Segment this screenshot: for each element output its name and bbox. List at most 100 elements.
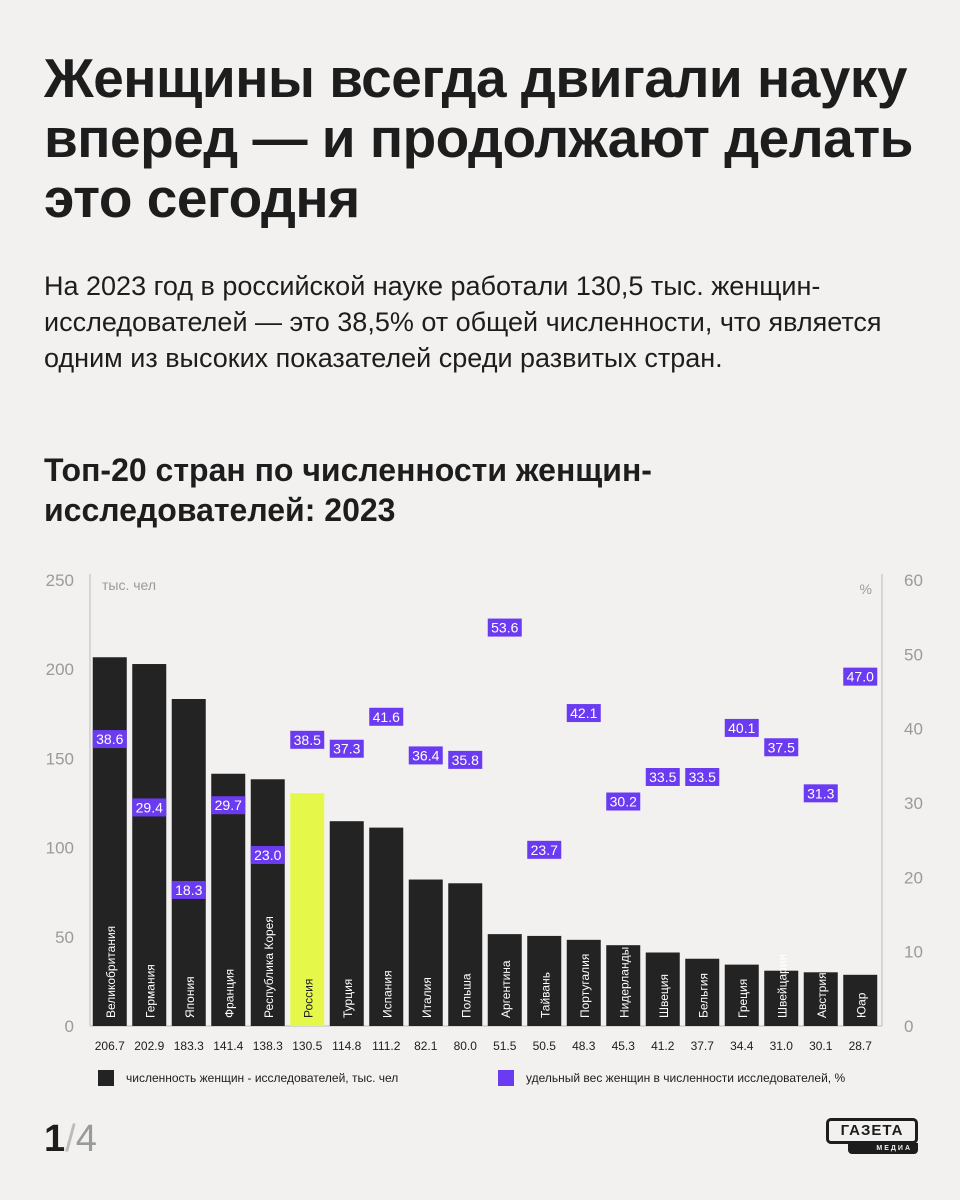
y-axis-label: тыс. чел: [102, 577, 156, 593]
y-tick-label: 200: [46, 660, 74, 679]
bar-value-label: 50.5: [533, 1039, 557, 1053]
bar-value-label: 82.1: [414, 1039, 438, 1053]
y-tick-label: 50: [55, 928, 74, 947]
bar-value-label: 37.7: [691, 1039, 715, 1053]
category-label: Португалия: [578, 954, 592, 1018]
page-title: Женщины всегда двигали науку вперед — и …: [44, 47, 913, 229]
category-label: Франция: [222, 969, 236, 1018]
share-value-label: 41.6: [373, 709, 400, 725]
page-separator: /: [65, 1118, 76, 1160]
share-marker: [171, 880, 206, 899]
share-marker: [329, 739, 364, 758]
category-label: Австрия: [815, 972, 829, 1018]
y-right-tick-label: 0: [904, 1017, 913, 1036]
bar: [132, 664, 167, 1026]
share-value-label: 33.5: [689, 769, 716, 785]
y-tick-label: 150: [46, 749, 74, 768]
bar-value-label: 202.9: [134, 1039, 164, 1053]
share-value-label: 30.2: [610, 794, 637, 810]
bar: [724, 964, 759, 1026]
lead-paragraph: На 2023 год в российской науке работали …: [44, 271, 882, 373]
share-marker: [211, 796, 246, 815]
category-label: Россия: [301, 979, 315, 1018]
share-marker: [764, 738, 799, 757]
share-marker: [448, 750, 483, 769]
category-label: Тайвань: [538, 972, 552, 1018]
share-value-label: 33.5: [649, 769, 676, 785]
y-tick-label: 250: [46, 571, 74, 590]
bar: [250, 779, 285, 1026]
legend-count-swatch: [98, 1070, 114, 1086]
share-value-label: 40.1: [728, 720, 755, 736]
category-label: Италия: [420, 977, 434, 1018]
share-value-label: 23.0: [254, 847, 281, 863]
category-label: Республика Корея: [262, 916, 276, 1018]
bar-value-label: 51.5: [493, 1039, 517, 1053]
bar-value-label: 114.8: [332, 1039, 361, 1053]
bar-value-label: 141.4: [213, 1039, 243, 1053]
bar: [448, 883, 483, 1026]
y-tick-label: 0: [65, 1017, 74, 1036]
share-marker: [645, 767, 680, 786]
y-right-tick-label: 60: [904, 571, 923, 590]
share-marker: [487, 618, 522, 637]
share-value-label: 42.1: [570, 705, 597, 721]
bar: [606, 945, 641, 1026]
chart-title: Топ-20 стран по численности женщин-иссле…: [44, 452, 652, 528]
bar-value-label: 80.0: [454, 1039, 478, 1053]
y-right-tick-label: 50: [904, 645, 923, 664]
bar-value-label: 45.3: [612, 1039, 636, 1053]
bar-value-label: 41.2: [651, 1039, 675, 1053]
category-label: Швеция: [657, 974, 671, 1018]
bar-chart: 0 50 100 150 200 250 0 10 20 30 40 50 60 тыс. чел % Вел…: [46, 571, 923, 1053]
category-label: Швейцария: [775, 954, 789, 1018]
share-value-label: 18.3: [175, 882, 202, 898]
bar: [92, 657, 127, 1026]
share-marker: [685, 767, 720, 786]
bar: [803, 972, 838, 1026]
share-marker: [250, 846, 285, 865]
share-value-label: 31.3: [807, 785, 834, 801]
bar-value-label: 206.7: [95, 1039, 125, 1053]
category-label: Нидерланды: [617, 947, 631, 1018]
y-right-tick-label: 40: [904, 720, 923, 739]
bar-value-label: 30.1: [809, 1039, 833, 1053]
page-current: 1: [44, 1118, 66, 1160]
share-value-label: 29.7: [215, 797, 242, 813]
y-right-axis-label: %: [860, 581, 872, 597]
y-right-tick-label: 10: [904, 943, 923, 962]
bar: [566, 939, 601, 1026]
bar: [645, 952, 680, 1026]
bar: [527, 935, 562, 1026]
y-right-tick-label: 30: [904, 794, 923, 813]
bar-value-label: 34.4: [730, 1039, 754, 1053]
category-label: Польша: [459, 973, 473, 1018]
share-marker: [290, 730, 325, 749]
category-label: Германия: [143, 964, 157, 1018]
category-label: Юар: [854, 992, 868, 1018]
bar: [843, 974, 878, 1026]
category-label: Испания: [380, 970, 394, 1018]
legend-share: удельный вес женщин в численности исслед…: [498, 1070, 845, 1086]
share-value-label: 47.0: [847, 669, 874, 685]
page-total: 4: [75, 1118, 97, 1160]
share-value-label: 37.5: [768, 739, 795, 755]
bar-value-label: 31.0: [770, 1039, 794, 1053]
share-marker: [566, 704, 601, 723]
share-value-label: 29.4: [136, 799, 163, 815]
bar: [408, 879, 443, 1026]
share-value-label: 36.4: [412, 747, 439, 763]
bar-value-label: 183.3: [174, 1039, 204, 1053]
share-marker: [369, 707, 404, 726]
legend-share-swatch: [498, 1070, 514, 1086]
bar-value-label: 111.2: [372, 1039, 401, 1053]
bar-value-label: 138.3: [253, 1039, 283, 1053]
logo-text: ГАЗЕТА: [826, 1118, 918, 1144]
logo-subtext: МЕДИА: [848, 1143, 918, 1154]
category-label: Греция: [736, 979, 750, 1018]
share-marker: [527, 840, 562, 859]
category-label: Турция: [341, 979, 355, 1018]
share-marker: [803, 784, 838, 803]
bar: [685, 958, 720, 1026]
share-value-label: 23.7: [531, 842, 558, 858]
